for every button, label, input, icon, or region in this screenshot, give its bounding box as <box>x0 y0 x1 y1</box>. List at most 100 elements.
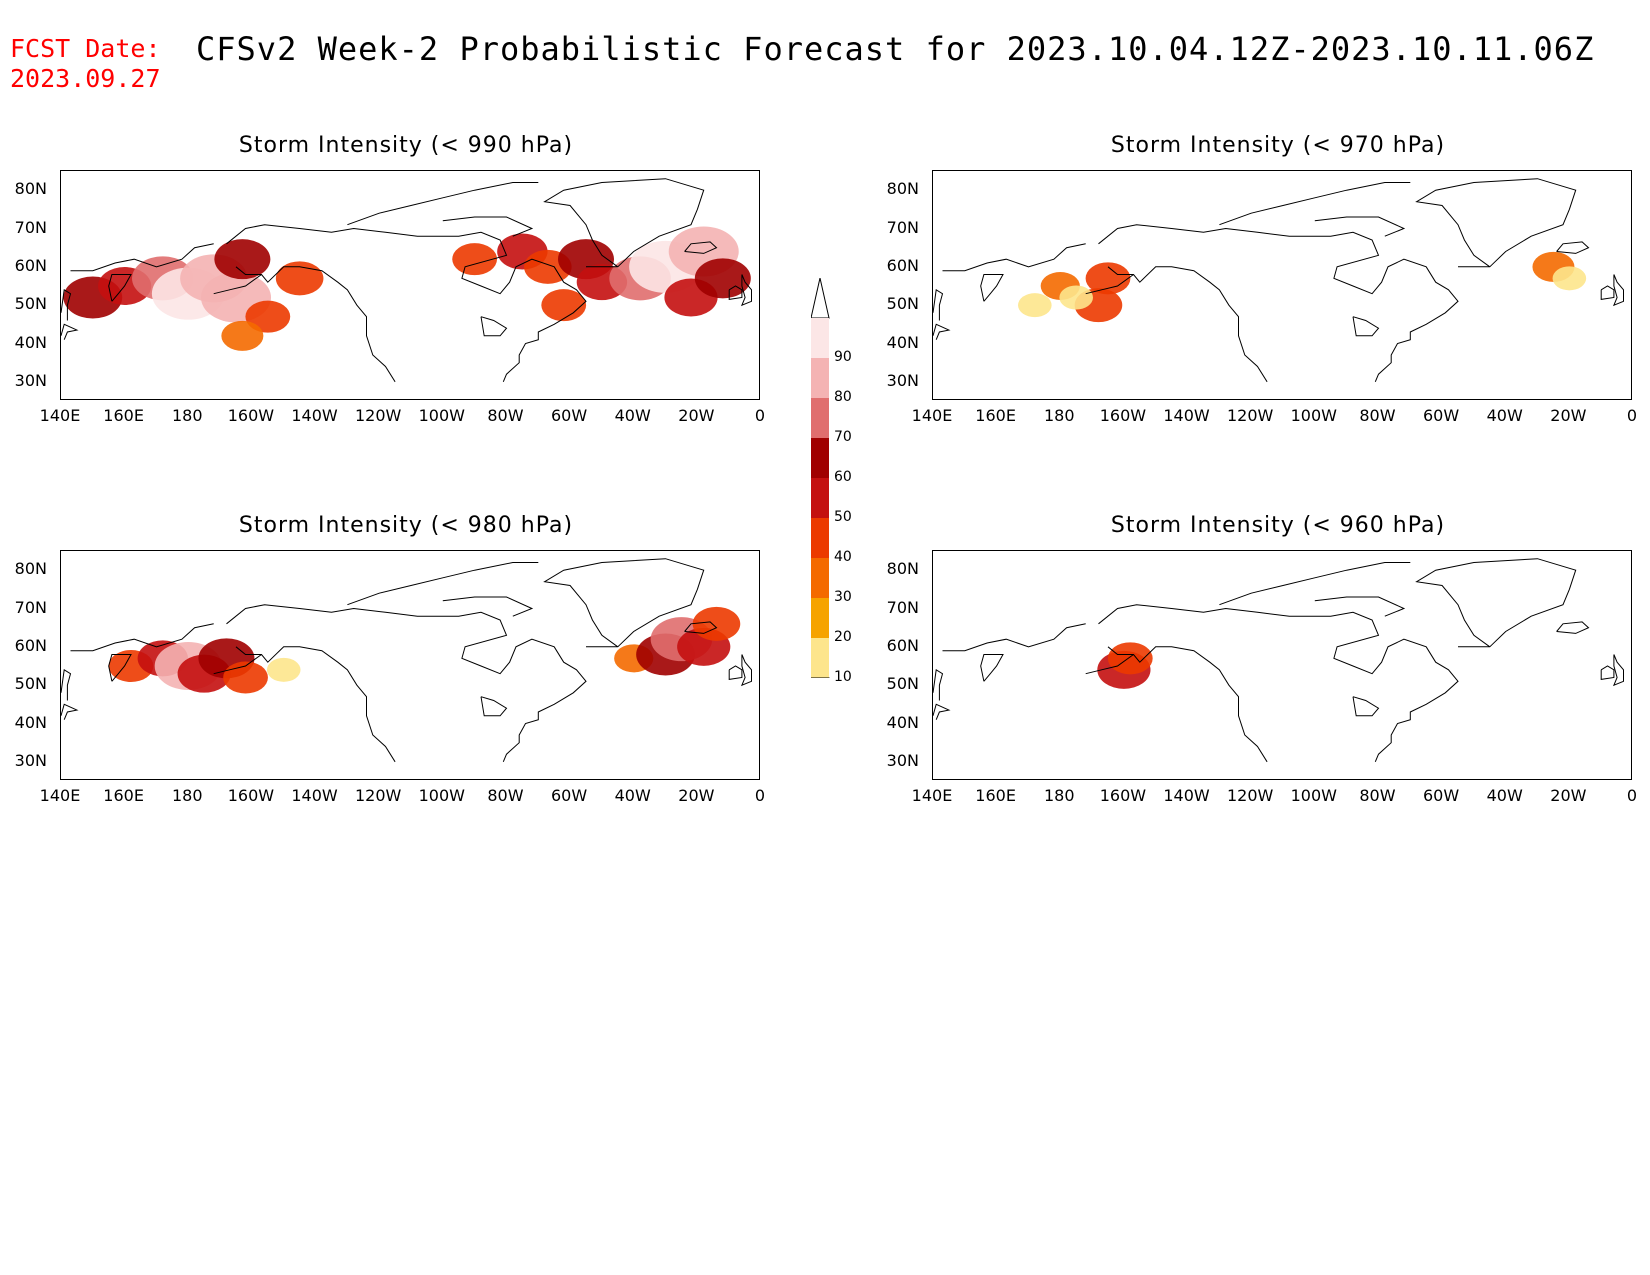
probability-region <box>221 320 264 351</box>
lat-label: 40N <box>14 712 47 732</box>
lon-label: 160E <box>103 786 144 805</box>
colorbar-label: 20 <box>834 629 852 645</box>
lon-label: 160W <box>1099 406 1147 425</box>
main-title: CFSv2 Week-2 Probabilistic Forecast for … <box>196 30 1595 68</box>
map-svg <box>61 558 752 763</box>
coastline <box>1352 696 1380 717</box>
probability-region <box>541 289 587 322</box>
lat-label: 30N <box>886 370 919 390</box>
probability-region <box>1552 266 1587 291</box>
coastline <box>1314 596 1406 617</box>
probability-region <box>214 239 271 280</box>
panel-title: Storm Intensity (< 960 hPa) <box>1110 513 1446 538</box>
lat-label: 30N <box>14 750 47 770</box>
lon-label: 100W <box>418 406 465 425</box>
coastline <box>1415 178 1577 268</box>
coastline <box>235 266 396 383</box>
lat-label: 50N <box>886 674 919 694</box>
lon-label: 20W <box>1550 786 1587 805</box>
lat-label: 60N <box>886 255 919 275</box>
lon-label: 0 <box>1626 406 1638 425</box>
coastline <box>1556 241 1590 254</box>
lon-label: 60W <box>1422 406 1460 425</box>
lat-label: 80N <box>14 559 47 579</box>
colorbar-segment <box>811 438 829 478</box>
coastline <box>235 646 396 763</box>
lon-label: 140W <box>1163 786 1210 805</box>
coastline <box>684 241 718 254</box>
lat-label: 50N <box>14 674 47 694</box>
coastline <box>1612 654 1624 687</box>
lon-label: 180 <box>171 786 203 805</box>
lat-label: 70N <box>886 217 919 237</box>
colorbar-segment <box>811 398 829 438</box>
colorbar-label: 80 <box>834 389 852 405</box>
map-area <box>932 170 1632 400</box>
probability-region <box>223 661 268 694</box>
lat-label: 30N <box>886 750 919 770</box>
lon-label: 120W <box>1226 406 1274 425</box>
colorbar-label: 40 <box>834 549 852 565</box>
fcst-date-label: FCST Date: <box>10 34 161 63</box>
lon-label: 120W <box>1226 786 1274 805</box>
map-area <box>60 170 760 400</box>
coastline <box>1098 224 1459 382</box>
coastline <box>1352 316 1380 337</box>
lon-label: 100W <box>418 786 465 805</box>
coastline <box>1085 274 1134 295</box>
lon-label: 60W <box>550 406 588 425</box>
coastline <box>347 182 539 226</box>
lon-label: 160W <box>227 786 275 805</box>
colorbar-segment <box>811 358 829 398</box>
lat-label: 30N <box>14 370 47 390</box>
coastline <box>933 703 951 720</box>
lon-label: 80W <box>1359 786 1396 805</box>
lon-label: 160E <box>975 406 1016 425</box>
coastline <box>1085 654 1134 675</box>
lat-label: 70N <box>14 217 47 237</box>
coastline <box>1098 604 1459 762</box>
lon-label: 20W <box>1550 406 1587 425</box>
lon-label: 160E <box>975 786 1016 805</box>
colorbar-segment <box>811 598 829 638</box>
probability-region <box>1018 293 1052 318</box>
colorbar-label: 10 <box>834 669 852 685</box>
coastline <box>728 665 743 680</box>
probability-region <box>1107 642 1153 675</box>
coastline <box>933 668 944 701</box>
lat-label: 80N <box>14 179 47 199</box>
lat-label: 50N <box>886 294 919 314</box>
lon-label: 40W <box>1486 406 1523 425</box>
coastline <box>1219 182 1411 226</box>
lon-label: 60W <box>1422 786 1460 805</box>
coastline <box>70 623 214 652</box>
lon-label: 140W <box>291 406 338 425</box>
panel-title: Storm Intensity (< 990 hPa) <box>238 133 574 158</box>
lon-label: 140W <box>291 786 338 805</box>
lon-label: 140E <box>39 406 81 425</box>
lon-label: 160E <box>103 406 144 425</box>
coastline <box>1600 665 1615 680</box>
coastline <box>980 274 1004 302</box>
coastline <box>933 288 944 321</box>
lon-label: 40W <box>614 406 651 425</box>
lon-label: 140E <box>911 406 953 425</box>
coastline <box>1107 266 1268 383</box>
lat-label: 80N <box>886 179 919 199</box>
lat-label: 60N <box>886 635 919 655</box>
lon-label: 120W <box>354 786 402 805</box>
lat-label: 60N <box>14 635 47 655</box>
coastline <box>61 288 72 321</box>
coastline <box>213 274 262 295</box>
coastline <box>480 696 508 717</box>
coastline <box>480 316 508 337</box>
coastline <box>1415 558 1577 648</box>
lon-label: 120W <box>354 406 402 425</box>
lon-label: 180 <box>171 406 203 425</box>
colorbar-top-arrow <box>810 277 830 319</box>
coastline <box>70 243 214 272</box>
coastline <box>213 654 262 675</box>
lat-label: 70N <box>886 597 919 617</box>
lon-label: 60W <box>550 786 588 805</box>
coastline <box>728 285 743 300</box>
